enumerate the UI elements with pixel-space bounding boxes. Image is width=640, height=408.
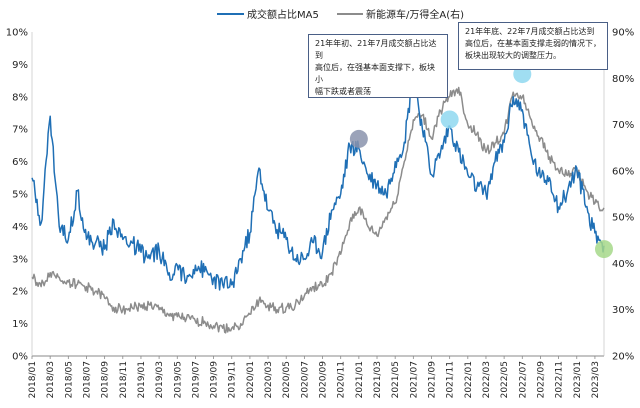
x-tick-label: 2023/03: [591, 361, 601, 398]
x-tick-label: 2018/09: [101, 361, 111, 399]
x-tick-label: 2022/11: [555, 361, 565, 398]
right-y-axis-ticks: 20% 30% 40% 50% 60% 70% 80% 90%: [612, 28, 634, 363]
highlight-circle: [595, 240, 613, 259]
x-tick-label: 2020/05: [282, 361, 292, 398]
x-tick-label: 2019/01: [137, 361, 147, 398]
x-tick-label: 2021/11: [446, 361, 456, 398]
x-tick-label: 2022/09: [536, 361, 546, 399]
left-y-tick-label: 2%: [12, 287, 28, 298]
right-y-tick-label: 70%: [612, 120, 634, 131]
x-tick-label: 2018/07: [82, 361, 92, 398]
x-tick-label: 2023/01: [573, 361, 583, 398]
x-tick-label: 2021/05: [391, 361, 401, 398]
annotation-1-line-3: 幅下跌或者震荡: [315, 87, 371, 96]
x-tick-label: 2018/01: [28, 361, 38, 398]
x-tick-label: 2021/09: [427, 361, 437, 399]
annotation-2-line-3: 板块出现较大的调整压力。: [465, 51, 561, 60]
annotation-2-line-2: 高位后，在基本面支撑走弱的情况下，: [465, 39, 601, 48]
x-tick-label: 2018/03: [46, 361, 56, 398]
right-y-tick-label: 80%: [612, 74, 634, 85]
x-tick-label: 2022/05: [500, 361, 510, 398]
left-y-tick-label: 10%: [6, 28, 28, 39]
x-tick-label: 2022/07: [518, 361, 528, 398]
x-tick-label: 2019/07: [191, 361, 201, 398]
x-tick-label: 2018/11: [119, 361, 129, 398]
left-y-tick-label: 1%: [12, 319, 28, 330]
annotation-box-1: 21年年初、21年7月成交额占比达到 高位后，在强基本面支撑下，板块小 幅下跌或…: [308, 34, 448, 98]
x-tick-label: 2022/03: [482, 361, 492, 398]
annotation-2-line-1: 21年年底、22年7月成交额占比达到: [465, 27, 595, 36]
series-layer: [31, 73, 605, 334]
x-tick-label: 2019/03: [155, 361, 165, 398]
right-y-tick-label: 90%: [612, 28, 634, 39]
x-axis-ticks: 2018/01 2018/03 2018/05 2018/07 2018/09 2018/…: [28, 356, 601, 398]
x-tick-label: 2018/05: [64, 361, 74, 398]
left-y-axis-ticks: 0% 1% 2% 3% 4% 5% 6% 7% 8% 9% 10%: [6, 28, 28, 363]
left-y-tick-label: 9%: [12, 60, 28, 71]
legend: 成交额占比MA5 新能源车/万得全A(右): [217, 8, 464, 21]
plot-frame: [31, 32, 605, 357]
left-y-tick-label: 7%: [12, 125, 28, 136]
right-y-tick-label: 30%: [612, 305, 634, 316]
right-y-tick-label: 50%: [612, 213, 634, 224]
x-tick-label: 2021/03: [373, 361, 383, 398]
annotation-box-2: 21年年底、22年7月成交额占比达到 高位后，在基本面支撑走弱的情况下， 板块出…: [458, 22, 608, 70]
x-tick-label: 2021/01: [355, 361, 365, 398]
x-tick-label: 2019/09: [210, 361, 220, 399]
x-tick-label: 2020/11: [337, 361, 347, 398]
highlight-circle: [349, 129, 368, 148]
series-line-left: [31, 73, 605, 291]
highlight-circle: [440, 110, 459, 129]
x-tick-label: 2019/11: [228, 361, 238, 398]
x-tick-label: 2022/01: [464, 361, 474, 398]
left-y-tick-label: 6%: [12, 157, 28, 168]
x-tick-label: 2021/07: [409, 361, 419, 398]
right-y-tick-label: 40%: [612, 259, 634, 270]
x-tick-label: 2019/05: [173, 361, 183, 398]
left-y-tick-label: 5%: [12, 190, 28, 201]
x-tick-label: 2020/03: [264, 361, 274, 398]
x-tick-label: 2020/09: [319, 361, 329, 399]
right-y-tick-label: 60%: [612, 166, 634, 177]
x-tick-label: 2020/01: [246, 361, 256, 398]
legend-label-left: 成交额占比MA5: [247, 8, 319, 21]
series-line-right: [31, 86, 605, 334]
left-y-tick-label: 0%: [12, 352, 28, 363]
left-y-tick-label: 3%: [12, 254, 28, 265]
left-y-tick-label: 8%: [12, 92, 28, 103]
legend-label-right: 新能源车/万得全A(右): [366, 8, 464, 21]
left-y-tick-label: 4%: [12, 222, 28, 233]
annotation-1-line-1: 21年年初、21年7月成交额占比达到: [315, 39, 437, 60]
x-tick-label: 2020/07: [300, 361, 310, 398]
annotation-1-line-2: 高位后，在强基本面支撑下，板块小: [315, 63, 435, 84]
right-y-tick-label: 20%: [612, 352, 634, 363]
